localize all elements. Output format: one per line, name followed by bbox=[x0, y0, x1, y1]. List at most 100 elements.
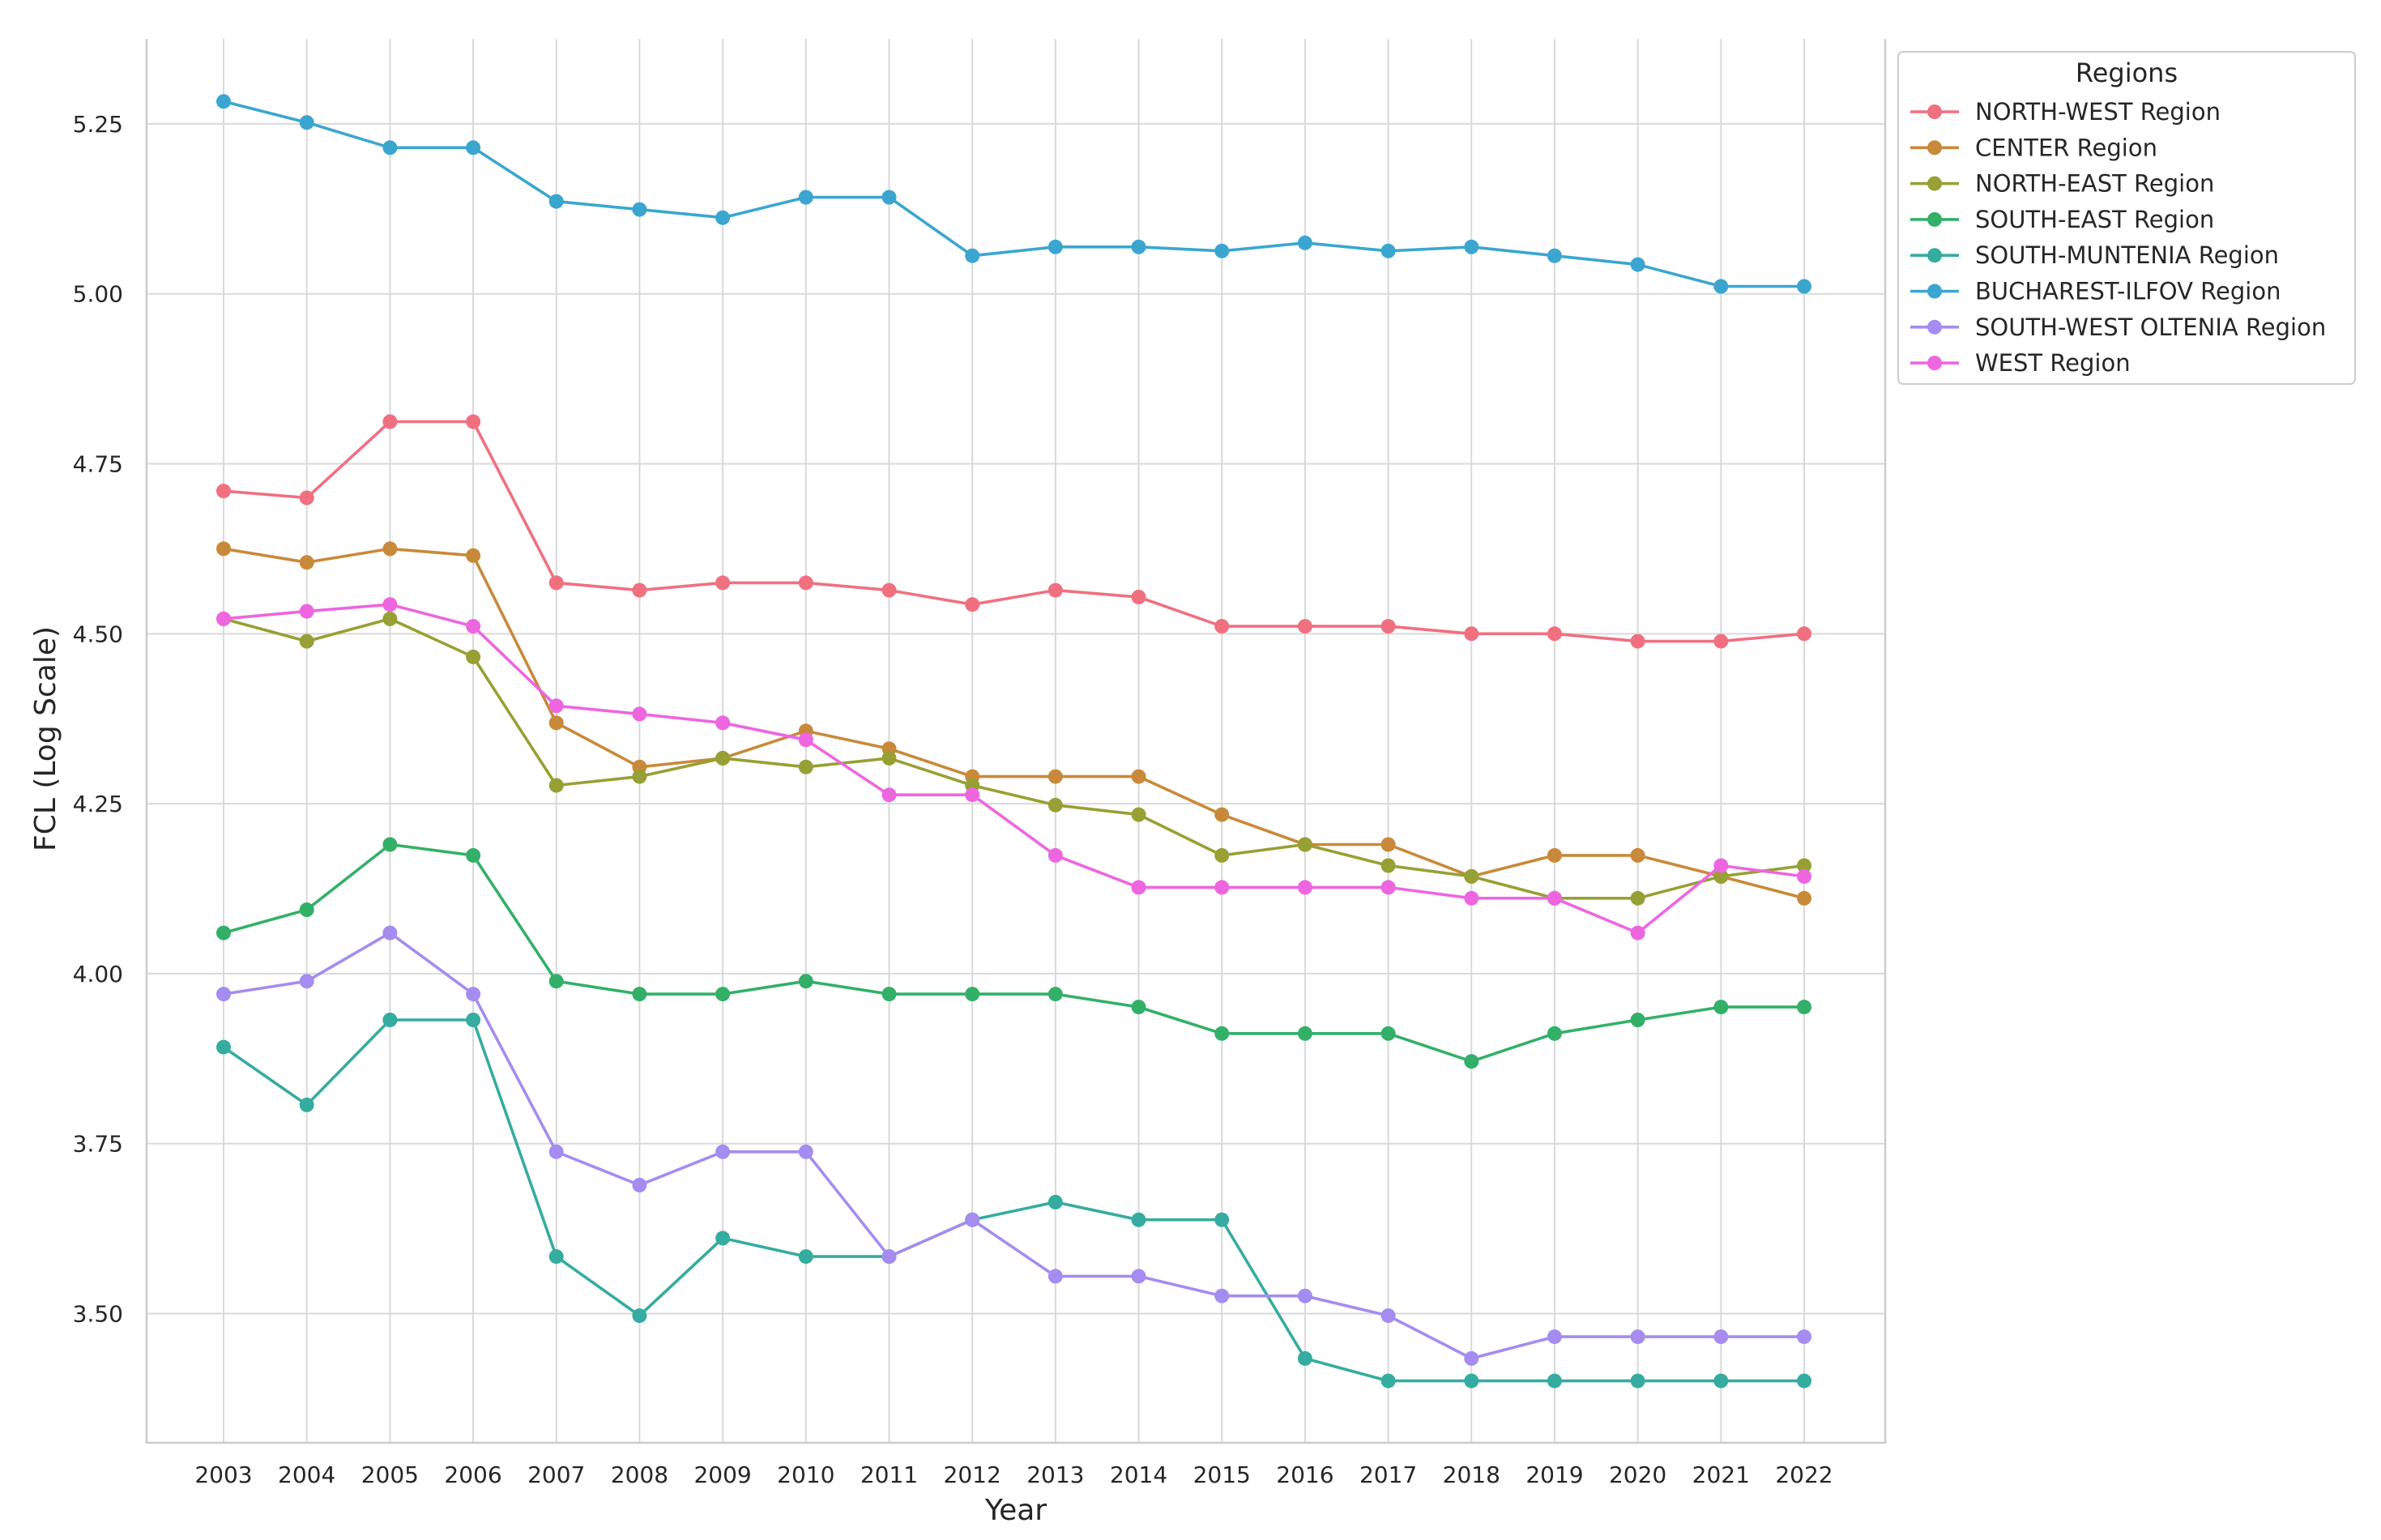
y-tick-label-4.75: 4.75 bbox=[73, 451, 123, 478]
point-south-muntenia-region-2020 bbox=[1630, 1373, 1645, 1389]
point-south-west-oltenia-region-2009 bbox=[715, 1144, 731, 1159]
point-north-east-region-2021 bbox=[1713, 868, 1729, 884]
point-south-west-oltenia-region-2013 bbox=[1048, 1269, 1063, 1284]
series-line-bucharest-ilfov-region bbox=[222, 100, 1806, 288]
point-south-west-oltenia-region-2014 bbox=[1131, 1269, 1146, 1284]
point-south-west-oltenia-region-2005 bbox=[382, 925, 398, 941]
gridlines bbox=[147, 39, 1885, 1443]
point-bucharest-ilfov-region-2014 bbox=[1131, 239, 1146, 254]
point-north-east-region-2015 bbox=[1214, 847, 1230, 863]
point-south-east-region-2019 bbox=[1547, 1026, 1562, 1041]
point-south-muntenia-region-2004 bbox=[299, 1097, 314, 1112]
point-center-region-2022 bbox=[1797, 890, 1811, 906]
point-bucharest-ilfov-region-2018 bbox=[1464, 239, 1479, 254]
point-north-east-region-2013 bbox=[1048, 797, 1063, 813]
point-west-region-2019 bbox=[1547, 890, 1562, 906]
point-south-east-region-2021 bbox=[1713, 1000, 1729, 1015]
point-south-east-region-2015 bbox=[1214, 1026, 1230, 1041]
y-axis-label: FCL (Log Scale) bbox=[29, 626, 62, 851]
x-tick-label-2006: 2006 bbox=[444, 1461, 501, 1488]
point-west-region-2008 bbox=[632, 706, 647, 722]
point-south-west-oltenia-region-2020 bbox=[1630, 1329, 1645, 1345]
y-tick-labels: 3.50 3.75 4.00 4.25 4.50 4.75 5.00 5.25 bbox=[73, 111, 123, 1328]
point-south-muntenia-region-2007 bbox=[548, 1249, 564, 1265]
point-bucharest-ilfov-region-2019 bbox=[1547, 248, 1562, 263]
point-south-muntenia-region-2022 bbox=[1797, 1373, 1811, 1389]
point-north-east-region-2020 bbox=[1630, 890, 1645, 906]
point-south-east-region-2020 bbox=[1630, 1013, 1645, 1027]
series-south-west-oltenia-region bbox=[216, 925, 1811, 1366]
series-north-west-region bbox=[216, 414, 1811, 649]
point-bucharest-ilfov-region-2010 bbox=[798, 190, 813, 205]
point-west-region-2014 bbox=[1131, 880, 1146, 895]
point-west-region-2012 bbox=[965, 787, 980, 803]
y-tick-label-3.50: 3.50 bbox=[73, 1301, 123, 1328]
point-north-east-region-2009 bbox=[715, 750, 731, 766]
series-line-center-region bbox=[222, 547, 1806, 900]
legend-label-south-east-region: SOUTH-EAST Region bbox=[1975, 206, 2214, 233]
point-north-east-region-2008 bbox=[632, 769, 647, 784]
point-north-west-region-2005 bbox=[382, 414, 398, 429]
point-west-region-2016 bbox=[1297, 880, 1312, 895]
point-north-west-region-2008 bbox=[632, 582, 647, 598]
point-north-west-region-2007 bbox=[548, 575, 564, 591]
point-west-region-2003 bbox=[216, 611, 231, 626]
point-south-west-oltenia-region-2019 bbox=[1547, 1329, 1562, 1345]
x-tick-label-2017: 2017 bbox=[1359, 1461, 1417, 1488]
point-center-region-2019 bbox=[1547, 847, 1562, 863]
x-tick-label-2007: 2007 bbox=[527, 1461, 585, 1488]
point-south-east-region-2009 bbox=[715, 987, 731, 1002]
legend-item-south-east-region: SOUTH-EAST Region bbox=[1910, 206, 2214, 233]
point-south-east-region-2006 bbox=[466, 847, 481, 863]
legend-frame bbox=[1897, 51, 2356, 385]
point-south-muntenia-region-2008 bbox=[632, 1308, 647, 1324]
point-south-muntenia-region-2009 bbox=[715, 1231, 731, 1246]
x-tick-label-2021: 2021 bbox=[1692, 1461, 1750, 1488]
legend-item-west-region: WEST Region bbox=[1910, 349, 2131, 377]
series-line-north-east-region bbox=[222, 617, 1806, 900]
point-west-region-2005 bbox=[382, 597, 398, 612]
legend-marker-center-region bbox=[1927, 140, 1942, 156]
series-north-east-region bbox=[216, 611, 1811, 906]
point-center-region-2013 bbox=[1048, 769, 1063, 784]
x-tick-label-2009: 2009 bbox=[693, 1461, 751, 1488]
point-north-west-region-2017 bbox=[1380, 619, 1396, 634]
series-line-south-west-oltenia-region bbox=[222, 931, 1806, 1360]
point-north-east-region-2006 bbox=[466, 649, 481, 664]
series-bucharest-ilfov-region bbox=[216, 94, 1811, 294]
point-bucharest-ilfov-region-2012 bbox=[965, 248, 980, 263]
point-south-muntenia-region-2018 bbox=[1464, 1373, 1479, 1389]
x-tick-label-2003: 2003 bbox=[194, 1461, 252, 1488]
legend-item-south-muntenia-region: SOUTH-MUNTENIA Region bbox=[1910, 241, 2279, 269]
point-south-east-region-2007 bbox=[548, 974, 564, 989]
y-tick-label-4.25: 4.25 bbox=[73, 791, 123, 817]
point-south-west-oltenia-region-2008 bbox=[632, 1177, 647, 1192]
point-south-east-region-2004 bbox=[299, 902, 314, 917]
point-south-muntenia-region-2005 bbox=[382, 1013, 398, 1027]
point-south-east-region-2003 bbox=[216, 925, 231, 941]
point-south-muntenia-region-2014 bbox=[1131, 1212, 1146, 1227]
x-tick-label-2014: 2014 bbox=[1110, 1461, 1167, 1488]
series-south-east-region bbox=[216, 837, 1811, 1069]
legend-marker-north-west-region bbox=[1927, 105, 1942, 119]
point-north-west-region-2018 bbox=[1464, 626, 1479, 642]
point-north-west-region-2022 bbox=[1797, 626, 1811, 642]
point-north-east-region-2004 bbox=[299, 633, 314, 649]
legend-label-south-muntenia-region: SOUTH-MUNTENIA Region bbox=[1975, 241, 2279, 269]
legend: Regions NORTH-WEST Region CENTER Region N… bbox=[1897, 51, 2356, 385]
series-line-south-muntenia-region bbox=[222, 1018, 1806, 1383]
x-tick-label-2008: 2008 bbox=[611, 1461, 668, 1488]
point-north-west-region-2021 bbox=[1713, 633, 1729, 649]
point-south-east-region-2018 bbox=[1464, 1054, 1479, 1069]
point-south-west-oltenia-region-2007 bbox=[548, 1144, 564, 1159]
legend-marker-south-muntenia-region bbox=[1927, 248, 1942, 263]
x-tick-label-2018: 2018 bbox=[1443, 1461, 1500, 1488]
legend-label-north-east-region: NORTH-EAST Region bbox=[1975, 170, 2214, 198]
point-bucharest-ilfov-region-2005 bbox=[382, 140, 398, 156]
point-south-east-region-2011 bbox=[881, 987, 897, 1002]
legend-marker-south-west-oltenia-region bbox=[1927, 319, 1942, 335]
point-west-region-2021 bbox=[1713, 858, 1729, 873]
point-north-east-region-2022 bbox=[1797, 858, 1811, 873]
point-south-west-oltenia-region-2003 bbox=[216, 987, 231, 1002]
x-tick-label-2012: 2012 bbox=[944, 1461, 1001, 1488]
